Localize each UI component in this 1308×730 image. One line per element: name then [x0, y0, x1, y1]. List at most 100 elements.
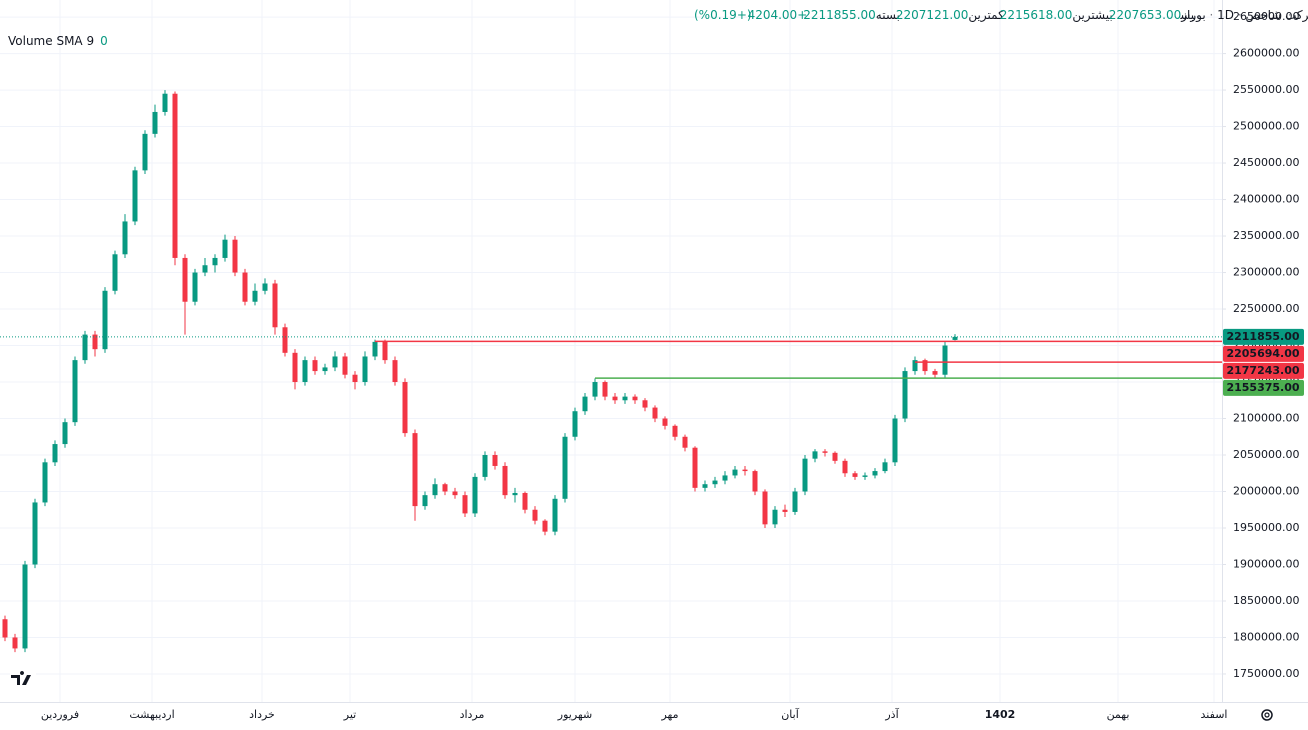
price-label-box	[1223, 345, 1304, 362]
candle-body	[532, 509, 538, 521]
candle-body	[792, 491, 798, 512]
y-tick-label: 1850000.00	[1233, 594, 1299, 607]
candle-body	[932, 371, 938, 375]
candle-body	[632, 396, 638, 401]
y-tick-label: 2400000.00	[1233, 193, 1299, 206]
candle-body	[832, 452, 838, 461]
candle-body	[892, 418, 898, 463]
overlay: 2211855.00 2205694.00 2177243.00 2155375.00	[0, 328, 1304, 396]
candle-body	[452, 491, 458, 496]
tv-logo[interactable]	[10, 671, 36, 688]
candle-body	[152, 111, 158, 134]
indicator-value: 0	[100, 34, 108, 48]
exchange: بورس	[1179, 8, 1205, 23]
candle-body	[582, 396, 588, 412]
x-tick-label: بهمن	[1107, 708, 1130, 721]
candle-body	[362, 356, 368, 383]
candle-body	[842, 460, 848, 474]
candle-body	[352, 374, 358, 383]
indicator: Volume SMA 9 0	[8, 34, 108, 48]
candle-body	[2, 619, 8, 638]
header: شرکت شاخص · 1D · بورسباز2207653.00بیشتری…	[694, 8, 1308, 23]
candle-body	[432, 484, 438, 496]
candle-body	[42, 462, 48, 503]
price-label-box	[1223, 379, 1304, 396]
candle-body	[722, 475, 728, 481]
y-tick-label: 2350000.00	[1233, 229, 1299, 242]
y-tick-label: 1750000.00	[1233, 667, 1299, 680]
candle-body	[72, 360, 78, 423]
price-label: 2177243.00	[1226, 364, 1299, 377]
x-tick-label: فروردین	[41, 708, 79, 721]
low-value: 2207121.00	[896, 8, 969, 22]
candle-body	[412, 433, 418, 507]
candle-body	[232, 239, 238, 273]
sep: ·	[1206, 8, 1217, 22]
candle-body	[262, 283, 268, 291]
candle-body	[572, 411, 578, 437]
x-tick-label: آبان	[781, 707, 799, 721]
candle-body	[242, 272, 248, 302]
candle-body	[272, 283, 278, 328]
candle-body	[522, 492, 528, 510]
candle-body	[402, 382, 408, 434]
candle-body	[382, 341, 388, 361]
candle-body	[952, 336, 958, 340]
open-name: باز	[1180, 8, 1194, 23]
candle-body	[102, 290, 108, 350]
x-tick-label: مهر	[660, 708, 678, 721]
candle-body	[762, 491, 768, 525]
candle-body	[212, 257, 218, 266]
y-tick-label: 2650000.00	[1233, 10, 1299, 23]
candle-body	[922, 360, 928, 372]
gear-hub	[1264, 712, 1270, 718]
y-tick-label: 2600000.00	[1233, 47, 1299, 60]
candle-body	[642, 400, 648, 408]
candle-body	[812, 451, 818, 459]
settings-icon[interactable]	[1261, 709, 1273, 721]
candle-body	[652, 407, 658, 419]
candle-body	[472, 476, 478, 514]
candle-body	[32, 502, 38, 565]
x-tick-label: تیر	[343, 708, 356, 721]
price-label-box	[1223, 362, 1304, 379]
candle-body	[302, 360, 308, 383]
candle-body	[752, 471, 758, 492]
candle-body	[852, 473, 858, 477]
y-tick-label: 2550000.00	[1233, 83, 1299, 96]
candle-body	[192, 272, 198, 302]
x-tick-label: مرداد	[460, 708, 485, 721]
price-label: 2205694.00	[1226, 347, 1299, 360]
y-tick-label: 1900000.00	[1233, 557, 1299, 570]
price-label: 2211855.00	[1226, 330, 1299, 343]
candle-body	[372, 341, 378, 357]
x-tick-label: شهریور	[557, 708, 592, 721]
y-tick-label: 2300000.00	[1233, 266, 1299, 279]
candle-body	[322, 367, 328, 372]
x-tick-label: خرداد	[249, 708, 275, 721]
candle-body	[502, 465, 508, 496]
candle-body	[62, 422, 68, 445]
candle-body	[162, 93, 168, 112]
candle-body	[612, 396, 618, 401]
candle-body	[282, 327, 288, 353]
candle-body	[202, 265, 208, 273]
candle-body	[942, 345, 948, 375]
candle-body	[672, 425, 678, 437]
y-tick-label: 2000000.00	[1233, 485, 1299, 498]
change: +4204.00	[748, 8, 808, 22]
candle-body	[482, 455, 488, 477]
candle-body	[562, 436, 568, 499]
high-value: 2215618.00	[1000, 8, 1073, 22]
y-tick-label: 2100000.00	[1233, 412, 1299, 425]
candle-body	[742, 469, 748, 472]
candle-body	[712, 480, 718, 485]
candle-body	[182, 257, 188, 302]
gear-ring	[1261, 709, 1273, 721]
candle-body	[252, 290, 258, 302]
x-tick-label: اردیبهشت	[129, 708, 174, 721]
candle-body	[682, 436, 688, 448]
high-name: بیشترین	[1072, 8, 1112, 23]
